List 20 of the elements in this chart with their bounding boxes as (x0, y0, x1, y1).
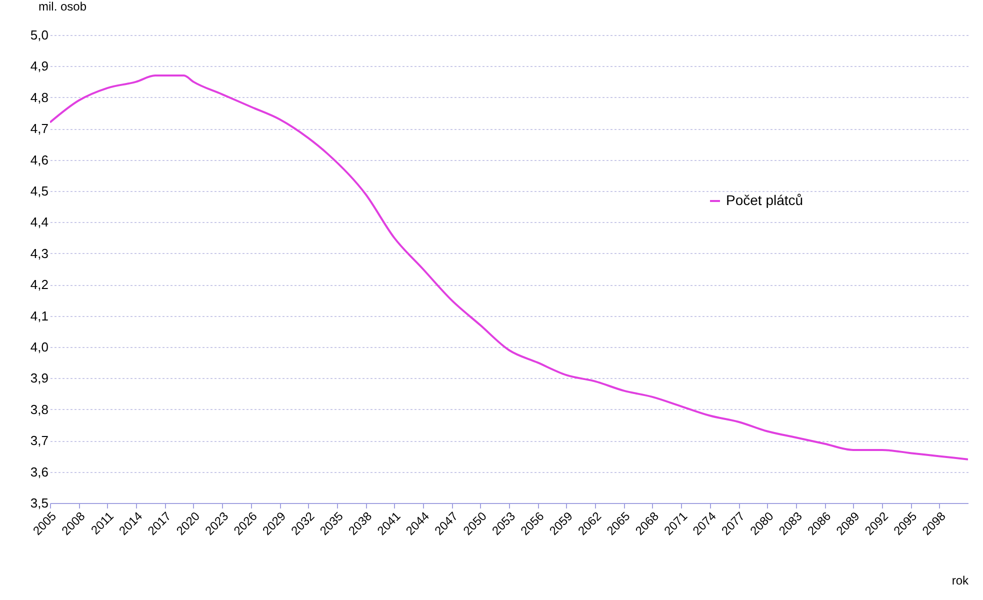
y-tick-label: 3,7 (30, 433, 48, 448)
legend-label: Počet plátců (726, 192, 804, 208)
y-tick-label: 5,0 (30, 28, 48, 42)
y-tick-label: 4,9 (30, 58, 48, 74)
line-series (50, 74, 968, 460)
y-tick-label: 3,5 (30, 496, 48, 510)
y-tick-label: 4,5 (30, 184, 48, 198)
y-tick-label: 4,4 (30, 214, 48, 230)
y-tick-label: 3,6 (30, 464, 48, 480)
y-tick-label: 4,7 (30, 121, 48, 136)
y-tick-label: 4,1 (30, 308, 48, 324)
y-axis-title: mil. osob (38, 0, 87, 14)
y-tick-label: 3,9 (30, 370, 48, 386)
y-tick-label: 4,2 (30, 277, 48, 292)
y-tick-label: 4,0 (30, 340, 48, 354)
y-tick-label: 4,8 (30, 90, 48, 105)
y-tick-label: 4,6 (30, 152, 48, 168)
x-axis-title: rok (952, 574, 970, 588)
y-tick-label: 3,8 (30, 402, 48, 417)
y-tick-label: 4,3 (30, 246, 48, 261)
